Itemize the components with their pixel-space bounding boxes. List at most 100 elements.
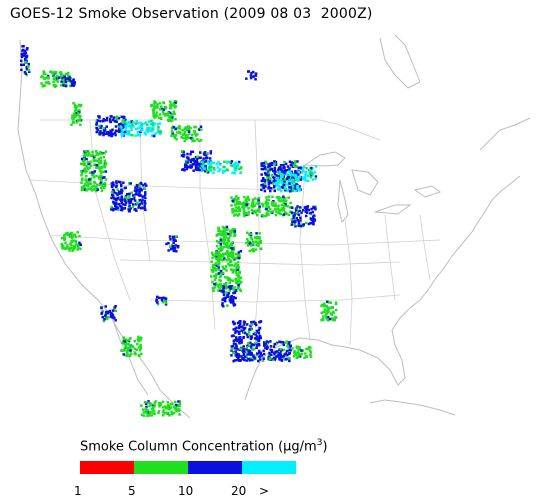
- smoke-pixel: [266, 174, 269, 177]
- smoke-pixel: [174, 244, 178, 247]
- smoke-pixel: [281, 186, 285, 189]
- smoke-pixel: [269, 162, 272, 165]
- smoke-pixel: [217, 272, 221, 275]
- smoke-pixel: [285, 169, 288, 172]
- smoke-pixel: [164, 112, 167, 116]
- smoke-pixel: [232, 210, 236, 213]
- smoke-pixel: [255, 354, 258, 357]
- smoke-pixel: [233, 264, 236, 267]
- smoke-pixel: [200, 128, 203, 131]
- smoke-pixel: [309, 211, 312, 215]
- smoke-pixel: [164, 407, 168, 410]
- smoke-pixel: [72, 234, 76, 237]
- smoke-pixel: [284, 341, 287, 344]
- smoke-pixel: [240, 329, 243, 332]
- smoke-pixel: [264, 167, 267, 170]
- smoke-pixel: [111, 183, 114, 187]
- smoke-pixel: [258, 210, 261, 213]
- smoke-pixel: [263, 180, 267, 183]
- smoke-pixel: [212, 289, 215, 293]
- smoke-pixel: [91, 171, 94, 174]
- smoke-pixel: [231, 271, 235, 274]
- smoke-pixel: [80, 170, 83, 173]
- smoke-pixel: [177, 400, 180, 403]
- smoke-pixel: [328, 317, 332, 321]
- smoke-pixel: [73, 109, 77, 112]
- smoke-pixel: [282, 166, 285, 170]
- smoke-pixel: [277, 185, 281, 188]
- smoke-pixel: [163, 296, 166, 300]
- smoke-pixel: [116, 197, 120, 200]
- smoke-pixel: [250, 238, 253, 241]
- smoke-pixel: [115, 120, 118, 123]
- smoke-pixel: [331, 310, 335, 314]
- smoke-pixel: [135, 120, 138, 123]
- smoke-pixel: [242, 335, 245, 339]
- smoke-pixel: [294, 177, 298, 181]
- smoke-pixel: [277, 170, 280, 174]
- smoke-pixel: [120, 183, 123, 187]
- smoke-pixel: [250, 351, 253, 355]
- smoke-pixel: [65, 246, 69, 249]
- smoke-pixel: [75, 121, 78, 124]
- smoke-pixel: [243, 355, 247, 358]
- smoke-pixel: [40, 75, 43, 79]
- smoke-pixel: [79, 247, 82, 251]
- smoke-pixel: [83, 161, 86, 165]
- smoke-pixel: [154, 113, 157, 116]
- smoke-pixel: [173, 407, 176, 410]
- smoke-pixel: [156, 302, 160, 306]
- smoke-pixel: [224, 296, 227, 299]
- smoke-pixel: [297, 352, 300, 355]
- smoke-pixel: [62, 84, 65, 87]
- smoke-pixel: [286, 345, 290, 349]
- smoke-pixel: [217, 160, 220, 164]
- smoke-pixel: [214, 252, 218, 255]
- smoke-pixel: [52, 74, 55, 78]
- smoke-pixel: [231, 254, 235, 258]
- smoke-pixel: [173, 103, 176, 106]
- smoke-pixel: [254, 74, 258, 77]
- smoke-pixel: [111, 128, 114, 131]
- smoke-pixel: [102, 170, 105, 174]
- smoke-pixel: [250, 323, 253, 326]
- smoke-pixel: [117, 123, 121, 126]
- smoke-pixel: [139, 121, 142, 125]
- smoke-pixel: [127, 132, 130, 136]
- smoke-pixel: [101, 183, 104, 187]
- smoke-pixel: [267, 163, 270, 166]
- smoke-pixel: [20, 59, 23, 63]
- smoke-pixel: [230, 301, 233, 304]
- smoke-pixel: [222, 286, 226, 290]
- smoke-pixel: [265, 206, 268, 209]
- smoke-pixel: [262, 186, 265, 189]
- smoke-pixel: [167, 111, 170, 115]
- smoke-pixel: [193, 132, 197, 135]
- smoke-pixel: [174, 101, 177, 105]
- smoke-pixel: [95, 126, 98, 130]
- smoke-pixel: [210, 165, 213, 169]
- smoke-pixel: [286, 183, 289, 186]
- smoke-pixel: [80, 178, 84, 182]
- smoke-pixel: [286, 357, 289, 361]
- smoke-pixel: [79, 243, 82, 246]
- smoke-pixel: [230, 299, 233, 302]
- smoke-pixel: [135, 188, 139, 191]
- smoke-pixel: [194, 161, 197, 165]
- smoke-pixel: [138, 134, 142, 137]
- smoke-pixel: [98, 183, 101, 187]
- smoke-pixel: [223, 257, 226, 260]
- smoke-pixel: [64, 72, 68, 76]
- smoke-pixel: [191, 150, 195, 153]
- smoke-pixel: [220, 290, 223, 293]
- smoke-pixel: [42, 72, 46, 76]
- smoke-pixel: [196, 161, 199, 164]
- smoke-pixel: [70, 84, 74, 87]
- smoke-pixel: [168, 235, 172, 238]
- smoke-pixel: [191, 139, 194, 143]
- smoke-pixel: [252, 209, 255, 213]
- smoke-pixel: [270, 350, 274, 354]
- smoke-pixel: [67, 233, 70, 237]
- smoke-pixel: [189, 153, 192, 156]
- smoke-pixel: [251, 202, 254, 205]
